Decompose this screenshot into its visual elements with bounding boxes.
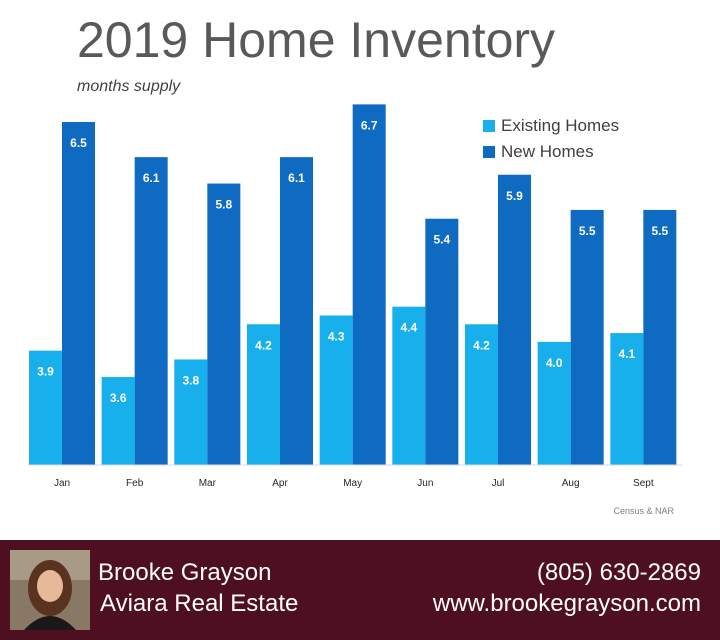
agent-footer: Brooke Grayson Aviara Real Estate (805) … <box>0 540 720 640</box>
bar-new-feb <box>134 157 168 465</box>
bar-existing-mar <box>174 359 208 465</box>
bar-existing-feb <box>101 377 135 465</box>
agent-company: Aviara Real Estate <box>100 590 299 617</box>
bar-existing-jun <box>392 306 426 465</box>
data-label-existing-may: 4.3 <box>328 329 345 343</box>
x-tick-label-jun: Jun <box>417 478 433 489</box>
source-note: Census & NAR <box>613 506 674 516</box>
x-tick-label-sept: Sept <box>633 478 654 489</box>
bar-existing-jan <box>29 350 62 465</box>
bar-new-may <box>352 104 386 466</box>
bar-existing-jul <box>465 324 498 465</box>
data-label-existing-jun: 4.4 <box>400 321 417 335</box>
x-tick-label-jan: Jan <box>54 478 70 489</box>
data-label-new-jul: 5.9 <box>506 189 523 203</box>
x-tick-label-jul: Jul <box>492 478 505 489</box>
agent-name: Brooke Grayson <box>98 559 272 586</box>
legend-swatch-existing <box>483 120 495 132</box>
bar-existing-may <box>319 315 353 465</box>
legend-item-existing: Existing Homes <box>483 113 619 139</box>
data-label-existing-sept: 4.1 <box>618 347 635 361</box>
data-label-new-aug: 5.5 <box>579 224 596 238</box>
agent-photo <box>10 550 90 630</box>
data-label-new-mar: 5.8 <box>215 198 232 212</box>
data-label-existing-mar: 3.8 <box>182 373 199 387</box>
bar-new-sept <box>643 209 677 465</box>
agent-website-link[interactable]: www.brookegrayson.com <box>432 590 701 617</box>
bar-existing-aug <box>537 341 571 465</box>
x-tick-label-feb: Feb <box>126 478 144 489</box>
x-tick-label-apr: Apr <box>272 478 288 489</box>
chart-subtitle: months supply <box>77 78 181 95</box>
data-label-existing-aug: 4.0 <box>546 356 563 370</box>
data-label-existing-feb: 3.6 <box>110 391 127 405</box>
data-label-new-apr: 6.1 <box>288 171 305 185</box>
bar-existing-apr <box>247 324 280 465</box>
bar-new-mar <box>207 183 241 465</box>
data-label-new-sept: 5.5 <box>651 224 668 238</box>
x-tick-label-aug: Aug <box>562 478 580 489</box>
legend-label-new: New Homes <box>501 142 594 161</box>
data-label-new-jan: 6.5 <box>70 136 87 150</box>
data-label-new-feb: 6.1 <box>143 171 160 185</box>
data-label-existing-jan: 3.9 <box>37 365 54 379</box>
legend-label-existing: Existing Homes <box>501 116 620 135</box>
legend-item-new: New Homes <box>483 139 619 165</box>
data-label-new-may: 6.7 <box>361 118 378 132</box>
bar-new-jan <box>62 121 95 466</box>
bar-new-jul <box>498 174 531 465</box>
data-label-new-jun: 5.4 <box>433 233 450 247</box>
bar-new-jun <box>425 218 459 465</box>
legend: Existing Homes New Homes <box>483 113 619 165</box>
agent-photo-illustration <box>10 550 90 630</box>
x-tick-label-mar: Mar <box>199 478 217 489</box>
bar-chart: 3.9 6.5 Jan 3.6 6.1 Feb 3.8 5.8 Mar 4.2 6.1 Apr 4.3 6… <box>28 104 682 489</box>
chart-title: 2019 Home Inventory <box>77 12 556 68</box>
data-label-existing-apr: 4.2 <box>255 338 272 352</box>
x-tick-label-may: May <box>343 478 362 489</box>
legend-swatch-new <box>483 146 495 158</box>
data-label-existing-jul: 4.2 <box>473 338 490 352</box>
bar-existing-sept <box>610 333 644 465</box>
agent-phone[interactable]: (805) 630-2869 <box>536 559 701 586</box>
bar-new-aug <box>570 209 604 465</box>
bar-new-apr <box>280 157 313 465</box>
